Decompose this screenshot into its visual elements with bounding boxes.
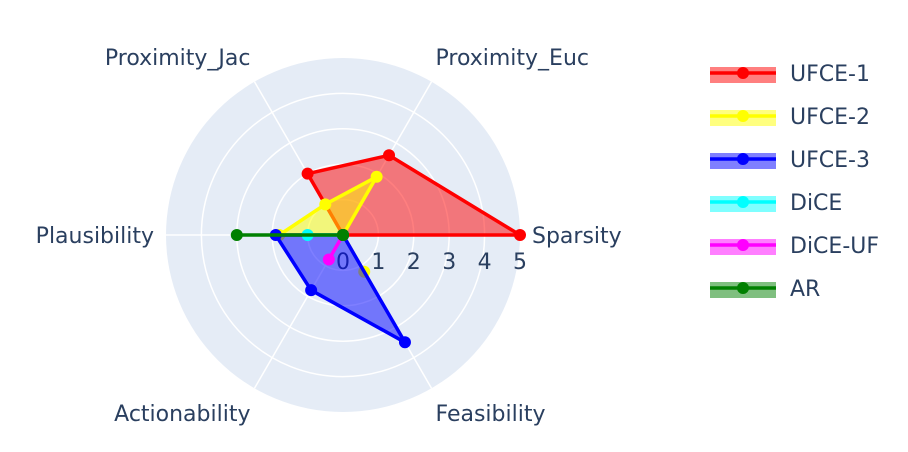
- legend-label: UFCE-3: [790, 148, 870, 173]
- series-point: [301, 167, 314, 180]
- series-point: [514, 229, 526, 241]
- axis-label: Feasibility: [436, 402, 546, 427]
- axis-label: Actionability: [114, 402, 250, 427]
- series-point: [305, 284, 318, 297]
- radial-tick-label: 2: [407, 250, 421, 275]
- series-point: [337, 229, 349, 241]
- series-layer: [230, 149, 526, 349]
- series-point: [230, 229, 243, 241]
- legend-item: DiCE-UF: [710, 234, 879, 259]
- series-point: [319, 198, 332, 211]
- series-ar: [230, 229, 349, 241]
- series-point: [398, 336, 411, 349]
- legend-marker: [737, 196, 749, 208]
- legend-label: DiCE: [790, 191, 842, 216]
- legend-item: UFCE-2: [710, 105, 870, 130]
- legend-marker: [737, 153, 749, 165]
- series-point: [370, 170, 383, 183]
- series-point: [322, 253, 335, 266]
- legend-label: AR: [790, 277, 820, 302]
- legend-marker: [737, 282, 749, 294]
- radial-tick-label: 5: [513, 250, 527, 275]
- legend: UFCE-1 UFCE-2 UFCE-3 DiCE DiCE-UF AR: [710, 62, 879, 302]
- radial-tick-label: 3: [442, 250, 456, 275]
- legend-label: UFCE-1: [790, 62, 870, 87]
- radial-tick-label: 1: [371, 250, 385, 275]
- legend-item: UFCE-1: [710, 62, 870, 87]
- radial-tick-label: 4: [478, 250, 492, 275]
- legend-label: UFCE-2: [790, 105, 870, 130]
- legend-item: AR: [710, 277, 820, 302]
- axis-label: Sparsity: [532, 224, 622, 249]
- legend-marker: [737, 110, 749, 122]
- legend-marker: [737, 67, 749, 79]
- axis-label: Proximity_Jac: [105, 46, 251, 71]
- legend-marker: [737, 239, 749, 251]
- axis-label: Proximity_Euc: [436, 46, 589, 71]
- series-point: [383, 149, 396, 162]
- legend-item: UFCE-3: [710, 148, 870, 173]
- legend-label: DiCE-UF: [790, 234, 879, 259]
- axis-label: Plausibility: [36, 224, 154, 249]
- legend-item: DiCE: [710, 191, 842, 216]
- angular-axis-labels: Sparsity Proximity_Euc Proximity_Jac Plausi…: [36, 46, 622, 427]
